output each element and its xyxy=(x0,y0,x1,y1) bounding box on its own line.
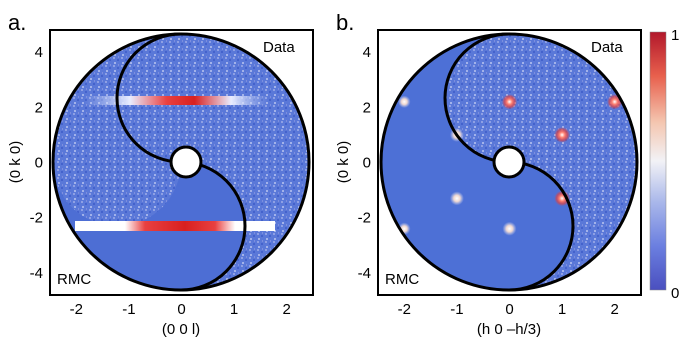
y-tick-label: 0 xyxy=(35,155,43,172)
panel-a-rmc-tag: RMC xyxy=(57,271,91,288)
panel-a-x-ticks: -2 -1 0 1 2 xyxy=(70,301,291,318)
panel-b-ylabel: (0 k 0) xyxy=(335,141,352,184)
x-tick-label: -1 xyxy=(450,301,463,318)
panel-b-xlabel: (h 0 –h/3) xyxy=(477,321,541,338)
panel-a-beamstop xyxy=(169,145,203,179)
panel-b-label: b. xyxy=(336,10,354,35)
panel-a-xlabel: (0 0 l) xyxy=(162,321,200,338)
panel-a-label: a. xyxy=(8,10,26,35)
x-tick-label: 1 xyxy=(230,301,238,318)
y-tick-label: 2 xyxy=(363,99,371,116)
panel-a: a. Data RMC 4 2 0 -2 -4 -2 -1 0 1 2 (0 k 0) (0 0… xyxy=(7,10,314,338)
x-tick-label: 0 xyxy=(505,301,513,318)
colorbar-max-label: 1 xyxy=(671,27,679,44)
x-tick-label: -2 xyxy=(70,301,83,318)
y-tick-label: -4 xyxy=(358,265,371,282)
panel-a-data-streak xyxy=(84,96,268,105)
x-tick-label: 1 xyxy=(558,301,566,318)
y-tick-label: 2 xyxy=(35,99,43,116)
panel-a-y-ticks: 4 2 0 -2 -4 xyxy=(30,44,43,282)
y-tick-label: 4 xyxy=(363,44,371,61)
panel-b-data-tag: Data xyxy=(591,39,623,56)
colorbar-gradient xyxy=(649,31,667,291)
colorbar-min-label: 0 xyxy=(671,285,679,302)
x-tick-label: -1 xyxy=(122,301,135,318)
colorbar: 1 0 xyxy=(649,27,679,302)
panel-b-y-ticks: 4 2 0 -2 -4 xyxy=(358,44,371,282)
bragg-peak xyxy=(449,191,464,206)
bragg-peak xyxy=(502,221,517,236)
x-tick-label: -2 xyxy=(398,301,411,318)
y-tick-label: 0 xyxy=(363,155,371,172)
panel-b-beamstop xyxy=(492,145,526,179)
x-tick-label: 0 xyxy=(177,301,185,318)
y-tick-label: -4 xyxy=(30,265,43,282)
panel-a-ylabel: (0 k 0) xyxy=(7,141,24,184)
bragg-peak xyxy=(554,127,570,143)
panel-a-data-tag: Data xyxy=(263,39,295,56)
panel-b: b. Data RMC 4 2 0 -2 -4 -2 -1 0 1 2 (0 k 0) (h 0… xyxy=(335,10,642,338)
panel-b-rmc-region xyxy=(381,34,573,290)
y-tick-label: -2 xyxy=(358,210,371,227)
y-tick-label: 4 xyxy=(35,44,43,61)
bragg-peak xyxy=(398,95,411,108)
panel-a-rmc-streak xyxy=(75,221,275,231)
x-tick-label: 2 xyxy=(611,301,619,318)
panel-b-x-ticks: -2 -1 0 1 2 xyxy=(398,301,619,318)
x-tick-label: 2 xyxy=(283,301,291,318)
panel-b-rmc-tag: RMC xyxy=(385,271,419,288)
y-tick-label: -2 xyxy=(30,210,43,227)
bragg-peak xyxy=(501,94,518,110)
